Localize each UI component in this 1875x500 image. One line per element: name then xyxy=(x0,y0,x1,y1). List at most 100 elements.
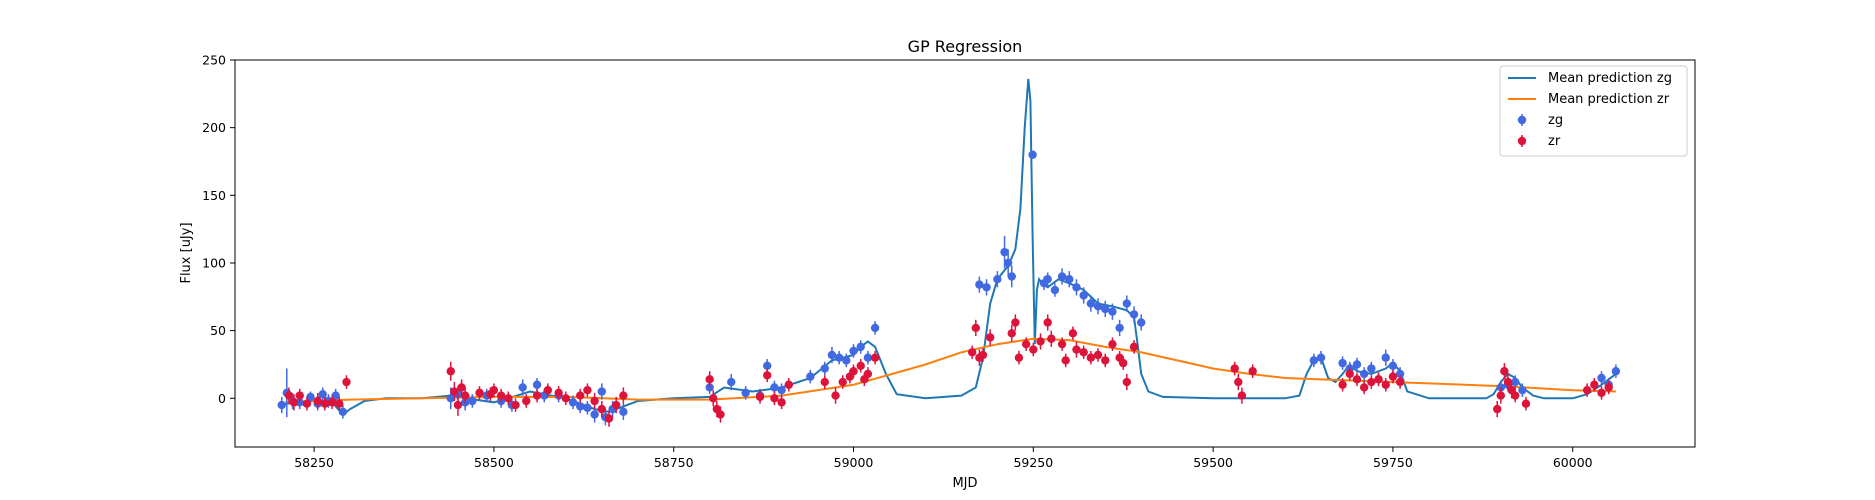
zr-point xyxy=(532,391,542,400)
zr-point xyxy=(522,396,531,406)
zr-point xyxy=(446,367,455,376)
zg-point xyxy=(338,407,348,417)
zg-point xyxy=(597,387,606,396)
legend-swatch-zg-marker xyxy=(1517,115,1527,125)
zg-point xyxy=(619,407,628,417)
zg-point xyxy=(1086,299,1096,308)
zr-point xyxy=(475,388,484,398)
zr-point xyxy=(1086,353,1096,362)
zr-point xyxy=(716,410,725,419)
zg-point xyxy=(770,383,779,392)
zg-point xyxy=(1079,291,1088,300)
zg-point xyxy=(834,353,844,362)
zg-point xyxy=(863,353,873,362)
zg-point xyxy=(827,350,837,360)
zr-point xyxy=(583,385,592,395)
zg-point xyxy=(1057,272,1067,281)
zg-point xyxy=(331,391,340,400)
x-axis: 58250 58500 58750 59000 59250 59500 59750 60000 xyxy=(294,447,1593,470)
zr-point xyxy=(1395,377,1405,387)
zg-point xyxy=(777,385,786,395)
zg-point xyxy=(849,346,858,356)
zr-point xyxy=(284,391,294,400)
y-tick-label: 200 xyxy=(202,120,226,135)
zr-point xyxy=(327,398,337,407)
zr-point xyxy=(985,333,995,342)
zr-point xyxy=(543,385,553,395)
zg-point xyxy=(727,377,736,387)
zg-point xyxy=(982,283,991,292)
legend-label-zr-line: Mean prediction zr xyxy=(1548,92,1670,107)
zr-point xyxy=(604,414,614,423)
zr-point xyxy=(1043,318,1052,327)
y-tick-label: 150 xyxy=(202,188,226,203)
plot-frame xyxy=(234,59,1696,448)
zg-point xyxy=(306,392,315,402)
y-tick-label: 250 xyxy=(202,53,226,68)
zr-point xyxy=(1029,345,1038,354)
zg-point xyxy=(741,388,750,398)
zg-point xyxy=(576,402,585,411)
zr-point xyxy=(1072,345,1081,354)
zr-point xyxy=(1061,356,1070,365)
zg-point xyxy=(1115,323,1124,333)
zr-point xyxy=(1014,353,1024,362)
zg-point xyxy=(763,361,772,371)
zr-point xyxy=(1590,380,1599,389)
legend-label-zg: zg xyxy=(1548,113,1563,128)
zg-point xyxy=(590,410,599,419)
zr-point xyxy=(763,371,772,380)
zr-point xyxy=(1101,356,1110,365)
zr-point xyxy=(1057,339,1067,349)
zr-point xyxy=(1500,367,1509,376)
zr-point xyxy=(863,369,873,379)
zg-point xyxy=(1352,360,1362,369)
zr-point xyxy=(967,348,977,357)
zr-point xyxy=(313,396,322,406)
legend-label-zg-line: Mean prediction zg xyxy=(1548,71,1672,86)
x-tick-label: 58750 xyxy=(654,455,694,470)
plot-area xyxy=(235,60,1695,447)
zg-point xyxy=(1129,310,1139,319)
x-tick-label: 59750 xyxy=(1373,455,1413,470)
zr-point xyxy=(295,391,304,400)
zr-point xyxy=(496,391,506,400)
legend-label-zr: zr xyxy=(1548,134,1561,149)
zg-point xyxy=(446,394,455,403)
zr-point xyxy=(1122,377,1132,387)
zg-point xyxy=(975,280,984,289)
zr-point xyxy=(1021,339,1031,349)
zg-point xyxy=(532,380,542,389)
y-tick-label: 0 xyxy=(218,391,226,406)
zr-point xyxy=(460,391,470,400)
zr-point xyxy=(1338,380,1347,389)
zg-point xyxy=(1108,307,1117,316)
zg-point xyxy=(1028,150,1037,159)
zr-point xyxy=(320,399,330,408)
zr-point xyxy=(590,396,599,406)
zg-point xyxy=(1388,361,1398,371)
zg-point xyxy=(820,364,829,373)
zr-point xyxy=(1521,399,1531,408)
zg-point xyxy=(318,390,327,399)
legend-box xyxy=(1499,65,1688,157)
zr-point xyxy=(1093,350,1103,360)
zr-point xyxy=(289,398,299,407)
zr-point xyxy=(453,400,463,410)
zr-point xyxy=(1108,339,1117,349)
zr-point xyxy=(820,377,829,387)
zr-point xyxy=(335,399,344,408)
zr-point xyxy=(838,377,847,387)
zg-point xyxy=(856,342,865,352)
zr-point xyxy=(554,388,563,398)
zg-point xyxy=(870,323,880,333)
zr-point xyxy=(1374,375,1383,384)
zg-point xyxy=(806,372,815,381)
zg-point xyxy=(468,396,477,406)
zg-point xyxy=(1316,353,1326,362)
zr-point xyxy=(1388,372,1398,381)
zr-point xyxy=(1047,334,1056,343)
zr-point xyxy=(1079,348,1088,357)
zg-point xyxy=(1000,247,1009,257)
